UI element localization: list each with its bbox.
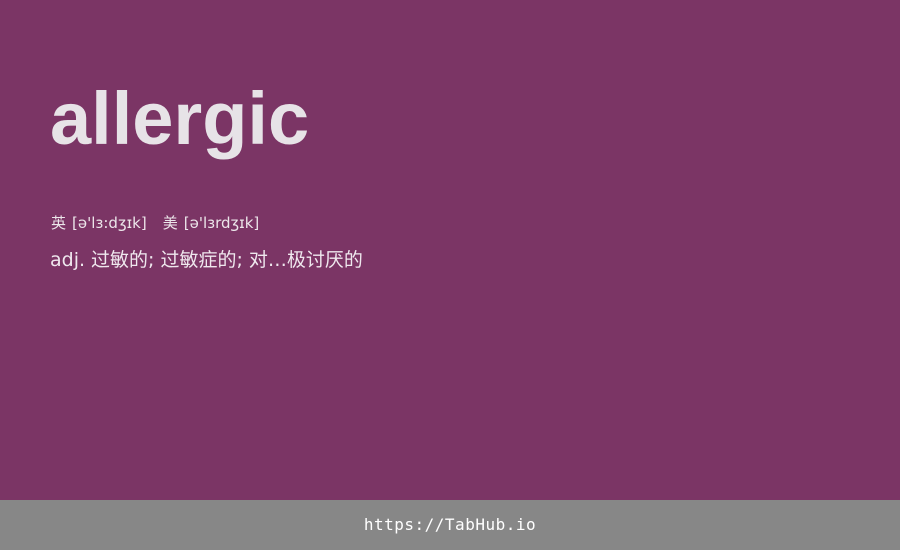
- footer-bar: https://TabHub.io: [0, 500, 900, 550]
- part-of-speech: adj.: [50, 249, 86, 271]
- tabhub-link[interactable]: https://TabHub.io: [363, 515, 537, 534]
- pronunciation-british-ipa: [ə'lɜ:dʒɪk]: [72, 214, 147, 232]
- pronunciation-american-ipa: [ə'lɜrdʒɪk]: [183, 214, 260, 232]
- pronunciation-american: 美 [ə'lɜrdʒɪk]: [163, 213, 260, 233]
- pronunciation-british: 英 [ə'lɜ:dʒɪk]: [51, 213, 147, 233]
- definition-line: adj. 过敏的; 过敏症的; 对…极讨厌的: [50, 247, 363, 273]
- headword: allergic: [50, 77, 310, 160]
- pronunciation-british-label: 英: [51, 214, 67, 232]
- pronunciation-american-label: 美: [162, 214, 178, 232]
- pronunciation-row: 英 [ə'lɜ:dʒɪk] 美 [ə'lɜrdʒɪk]: [51, 213, 259, 233]
- word-card: allergic 英 [ə'lɜ:dʒɪk] 美 [ə'lɜrdʒɪk] adj…: [50, 77, 363, 273]
- definition-meaning: 过敏的; 过敏症的; 对…极讨厌的: [91, 249, 363, 271]
